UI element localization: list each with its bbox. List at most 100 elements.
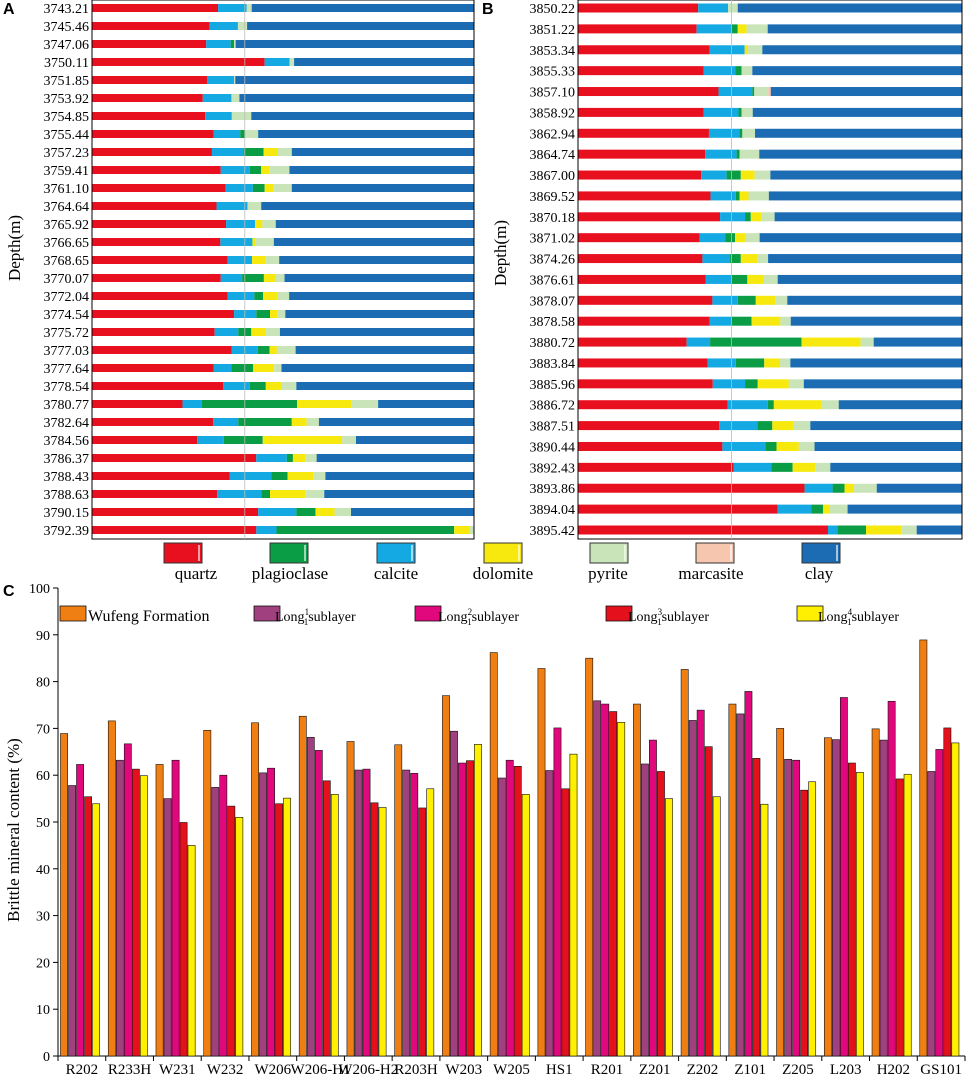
- bar-segment-plagioclase: [752, 87, 755, 97]
- x-tick-label: W205: [493, 1062, 530, 1078]
- bar-segment-plagioclase: [832, 483, 845, 493]
- legend-swatch-calcite: [376, 542, 416, 564]
- bar-segment-quartz: [92, 526, 257, 534]
- bar-segment-clay: [916, 525, 962, 535]
- legend-label-dolomite: dolomite: [473, 564, 533, 583]
- legend-swatch-long2: [414, 605, 442, 622]
- bar-segment-pyrite: [276, 346, 296, 354]
- bar-segment-clay: [251, 112, 474, 120]
- bar-segment-pyrite: [746, 24, 768, 34]
- bar-segment-calcite: [703, 66, 736, 76]
- bar-long1: [545, 770, 554, 1057]
- legend-swatch-plagioclase: [269, 542, 309, 564]
- bar-segment-quartz: [578, 149, 706, 159]
- y-tick-label: 10: [36, 1003, 50, 1018]
- bar-long4: [187, 845, 196, 1057]
- legend-label-long1: Long1 1sublayer: [275, 607, 356, 627]
- bar-segment-plagioclase: [745, 212, 751, 222]
- bar-long2: [267, 767, 275, 1057]
- bar-wufeng: [776, 728, 785, 1057]
- bar-wufeng: [489, 652, 498, 1057]
- bar-long2: [887, 700, 896, 1057]
- bar-long3: [418, 807, 427, 1057]
- depth-label: 3765.92: [44, 218, 90, 233]
- bar-segment-plagioclase: [738, 107, 742, 117]
- bar-segment-pyrite: [306, 418, 319, 426]
- bar-segment-clay: [294, 58, 474, 66]
- bar-segment-quartz: [92, 328, 215, 336]
- x-tick-label: R233H: [108, 1062, 152, 1078]
- depth-label: 3890.44: [530, 440, 576, 455]
- bar-segment-quartz: [578, 337, 687, 347]
- bar-long2: [601, 703, 610, 1057]
- bar-segment-pyrite: [728, 3, 738, 13]
- bar-long4: [808, 781, 817, 1057]
- bar-segment-calcite: [223, 382, 250, 390]
- bar-segment-dolomite: [270, 490, 306, 498]
- bar-segment-pyrite: [234, 76, 236, 84]
- bar-segment-calcite: [182, 400, 203, 408]
- bar-segment-calcite: [705, 149, 737, 159]
- y-tick-label: 20: [36, 956, 50, 971]
- bar-segment-quartz: [92, 382, 224, 390]
- depth-label: 3747.06: [44, 38, 90, 53]
- depth-label: 3893.86: [530, 482, 576, 497]
- y-tick-label: 100: [29, 582, 50, 597]
- bar-segment-clay: [289, 292, 474, 300]
- bar-long2: [744, 691, 753, 1057]
- depth-label: 3768.65: [44, 254, 90, 269]
- depth-label: 3770.07: [44, 272, 90, 287]
- bar-long3: [800, 789, 809, 1057]
- depth-label: 3864.74: [530, 148, 576, 163]
- bar-segment-clay: [235, 40, 474, 48]
- bar-segment-quartz: [92, 292, 228, 300]
- depth-label: 3753.92: [44, 92, 90, 107]
- bar-segment-pyrite: [281, 382, 297, 390]
- bar-segment-quartz: [578, 400, 728, 410]
- bar-segment-quartz: [92, 58, 265, 66]
- bar-segment-clay: [830, 462, 962, 472]
- bar-segment-calcite: [707, 358, 736, 368]
- depth-label: 3777.64: [44, 362, 90, 377]
- bar-segment-dolomite: [261, 166, 270, 174]
- panel-a: A Depth(m) 3743.21 3745.46 3747.06 3750.11 3…: [3, 0, 475, 540]
- legend-label-pyrite: pyrite: [588, 564, 628, 583]
- bar-segment-quartz: [92, 472, 230, 480]
- bar-long2: [505, 759, 514, 1057]
- y-tick-label: 90: [36, 629, 50, 644]
- legend-label-long2: Long2 1sublayer: [438, 607, 519, 627]
- bar-segment-quartz: [578, 358, 708, 368]
- bar-wufeng: [203, 729, 212, 1057]
- bar-segment-calcite: [213, 130, 241, 138]
- bar-wufeng: [728, 703, 737, 1057]
- bar-segment-dolomite: [773, 400, 822, 410]
- bar-segment-quartz: [578, 24, 697, 34]
- bar-segment-clay: [279, 328, 474, 336]
- bar-segment-clay: [759, 233, 962, 243]
- bar-wufeng: [442, 695, 450, 1057]
- bar-segment-pyrite: [313, 472, 326, 480]
- depth-label: 3869.52: [530, 190, 576, 205]
- bar-segment-clay: [752, 107, 962, 117]
- bar-segment-calcite: [777, 504, 812, 514]
- depth-label: 3885.96: [530, 378, 576, 393]
- depth-label: 3774.54: [44, 308, 90, 323]
- legend-swatch-clay: [801, 542, 841, 564]
- bar-segment-pyrite: [269, 166, 290, 174]
- bar-segment-pyrite: [754, 87, 769, 97]
- bar-long1: [831, 739, 840, 1057]
- bar-segment-pyrite: [901, 525, 917, 535]
- bar-segment-dolomite: [270, 310, 278, 318]
- legend-swatch-marcasite: [695, 542, 735, 564]
- x-tick-label: W206-H2: [338, 1062, 398, 1078]
- bar-segment-calcite: [229, 472, 272, 480]
- bar-wufeng: [537, 668, 546, 1057]
- bar-segment-plagioclase: [249, 382, 266, 390]
- legend-label-wufeng: Wufeng Formation: [88, 608, 210, 625]
- bar-segment-clay: [261, 202, 474, 210]
- bar-long1: [497, 777, 506, 1057]
- legend-label-long3: Long3 1sublayer: [628, 607, 709, 627]
- bar-long4: [665, 798, 673, 1057]
- legend-label-long4: Long4 1sublayer: [818, 607, 899, 627]
